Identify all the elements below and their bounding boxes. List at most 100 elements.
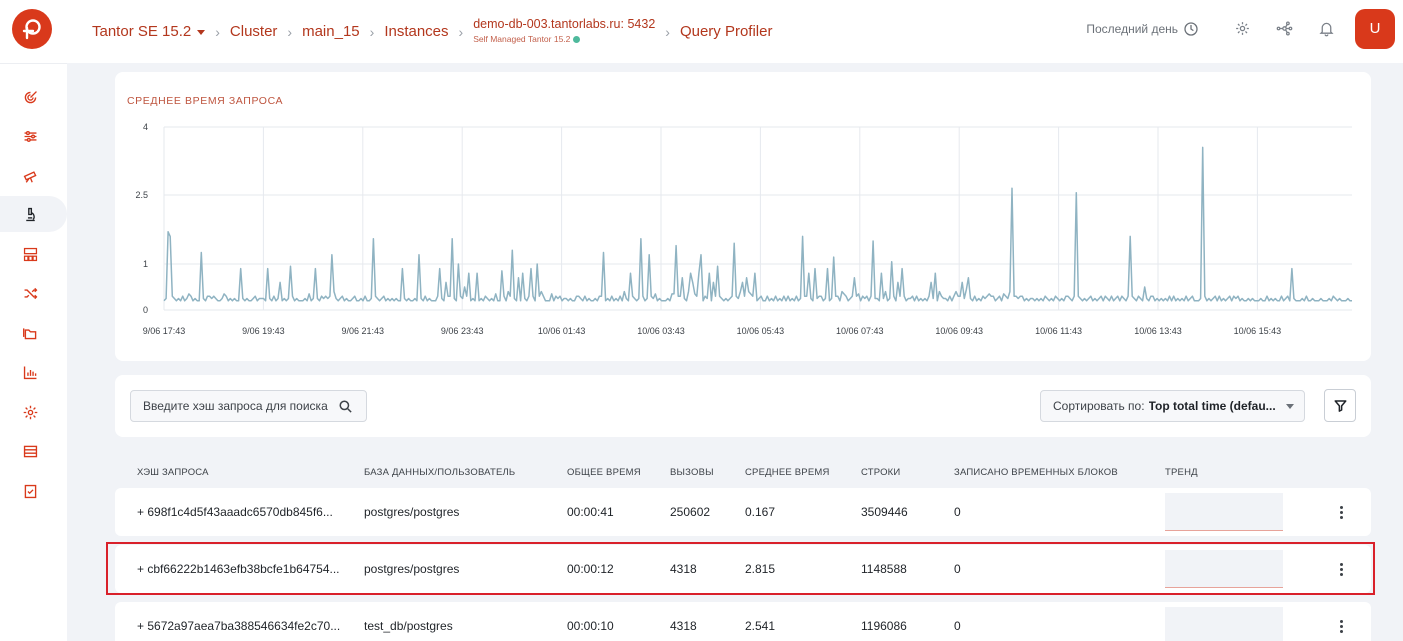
- user-avatar[interactable]: U: [1355, 8, 1395, 49]
- checklist-icon: [24, 484, 37, 498]
- table-row[interactable]: + cbf66222b1463efb38bcfe1b64754... postg…: [115, 545, 1371, 593]
- sort-value: Top total time (defau...: [1148, 399, 1276, 413]
- x-tick-label: 9/06 23:43: [441, 326, 484, 336]
- x-tick-label: 10/06 01:43: [538, 326, 586, 336]
- table-row[interactable]: + 698f1c4d5f43aaadc6570db845f6... postgr…: [115, 488, 1371, 536]
- total-time: 00:00:12: [567, 562, 614, 576]
- breadcrumb-main[interactable]: main_15: [302, 23, 360, 40]
- nav-item-settings[interactable]: [0, 118, 67, 154]
- query-hash[interactable]: + 698f1c4d5f43aaadc6570db845f6...: [137, 505, 333, 519]
- search-input[interactable]: [143, 399, 338, 413]
- nav-item-topology[interactable]: [0, 236, 67, 272]
- sort-label: Сортировать по:: [1053, 399, 1145, 413]
- gear-icon: [23, 405, 38, 419]
- x-tick-label: 10/06 15:43: [1234, 326, 1282, 336]
- calls: 250602: [670, 505, 711, 519]
- radar-icon: [24, 90, 37, 103]
- row-menu-icon[interactable]: [1330, 501, 1352, 523]
- db-user: test_db/postgres: [364, 619, 453, 633]
- rows-count: 1196086: [861, 619, 907, 633]
- table-header: ХЭШ ЗАПРОСА БАЗА ДАННЫХ/ПОЛЬЗОВАТЕЛЬ ОБЩ…: [115, 460, 1371, 486]
- y-tick-label: 1: [143, 259, 148, 269]
- bell-icon: [1318, 22, 1334, 37]
- x-tick-label: 10/06 07:43: [836, 326, 884, 336]
- nav-item-query-profiler[interactable]: [0, 196, 67, 232]
- temp-blocks: 0: [954, 562, 961, 576]
- trend-sparkline: [1165, 550, 1283, 588]
- telescope-icon: [23, 170, 37, 183]
- search-icon[interactable]: [338, 399, 353, 414]
- trend-sparkline: [1165, 493, 1283, 531]
- header-actions: Последний день U: [1086, 0, 1395, 57]
- notifications-button[interactable]: [1307, 10, 1345, 48]
- gear-icon: [1235, 22, 1249, 35]
- avg-time: 0.167: [745, 505, 776, 519]
- folders-icon: [23, 327, 37, 339]
- row-menu-icon[interactable]: [1330, 558, 1352, 580]
- row-menu-icon[interactable]: [1330, 615, 1352, 637]
- period-label: Последний день: [1086, 21, 1178, 36]
- col-db-user[interactable]: БАЗА ДАННЫХ/ПОЛЬЗОВАТЕЛЬ: [364, 467, 516, 478]
- filter-button[interactable]: [1324, 389, 1356, 422]
- avg-time: 2.541: [745, 619, 776, 633]
- y-tick-label: 4: [143, 122, 148, 132]
- period-selector[interactable]: Последний день: [1086, 21, 1199, 37]
- query-hash[interactable]: + cbf66222b1463efb38bcfe1b64754...: [137, 562, 340, 576]
- col-calls[interactable]: ВЫЗОВЫ: [670, 467, 714, 478]
- col-trend: ТРЕНД: [1165, 467, 1198, 478]
- shuffle-icon: [24, 287, 38, 299]
- nav-item-config[interactable]: [0, 394, 67, 430]
- status-ok-icon: [573, 36, 581, 44]
- query-hash[interactable]: + 5672a97aea7ba388546634fe2c70...: [137, 619, 341, 633]
- nav-item-reports[interactable]: [0, 354, 67, 390]
- breadcrumb-cluster[interactable]: Cluster: [229, 23, 278, 40]
- table-icon: [23, 445, 38, 457]
- chart-title: СРЕДНЕЕ ВРЕМЯ ЗАПРОСА: [127, 95, 284, 107]
- nav-item-files[interactable]: [0, 315, 67, 351]
- col-hash[interactable]: ХЭШ ЗАПРОСА: [137, 467, 209, 478]
- breadcrumb-separator-icon: ›: [369, 23, 375, 40]
- x-tick-label: 9/06 17:43: [143, 326, 186, 336]
- page-title: Query Profiler: [679, 23, 773, 40]
- db-user: postgres/postgres: [364, 505, 460, 519]
- nav-item-replication[interactable]: [0, 275, 67, 311]
- y-tick-label: 0: [143, 305, 148, 315]
- breadcrumb-separator-icon: ›: [665, 23, 670, 40]
- breadcrumb: Tantor SE 15.2 › Cluster › main_15 › Ins…: [92, 0, 772, 63]
- trend-sparkline: [1165, 607, 1283, 641]
- nav-item-explore[interactable]: [0, 157, 67, 193]
- calls: 4318: [670, 562, 697, 576]
- breadcrumb-separator-icon: ›: [287, 23, 293, 40]
- microscope-icon: [26, 207, 35, 221]
- breadcrumb-instances[interactable]: Instances: [384, 23, 449, 40]
- avg-time: 2.815: [745, 562, 776, 576]
- table-row[interactable]: + 5672a97aea7ba388546634fe2c70... test_d…: [115, 602, 1371, 641]
- x-tick-label: 9/06 19:43: [242, 326, 285, 336]
- breadcrumb-separator-icon: ›: [458, 23, 464, 40]
- total-time: 00:00:41: [567, 505, 614, 519]
- rows-count: 3509446: [861, 505, 908, 519]
- x-tick-label: 10/06 09:43: [935, 326, 983, 336]
- topology-button[interactable]: [1265, 10, 1303, 48]
- col-rows[interactable]: СТРОКИ: [861, 467, 901, 478]
- search-box[interactable]: [130, 390, 367, 422]
- sort-dropdown[interactable]: Сортировать по: Top total time (defau...: [1040, 390, 1305, 422]
- breadcrumb-instance[interactable]: demo-db-003.tantorlabs.ru: 5432 Self Man…: [473, 18, 655, 44]
- settings-button[interactable]: [1223, 10, 1261, 48]
- col-temp-blocks[interactable]: ЗАПИСАНО ВРЕМЕННЫХ БЛОКОВ: [954, 467, 1118, 478]
- tantor-logo[interactable]: [12, 9, 52, 49]
- x-tick-label: 10/06 05:43: [737, 326, 785, 336]
- sidebar: [0, 0, 67, 641]
- instance-host: demo-db-003.tantorlabs.ru: 5432: [473, 17, 656, 32]
- col-avg-time[interactable]: СРЕДНЕЕ ВРЕМЯ: [745, 467, 830, 478]
- col-total-time[interactable]: ОБЩЕЕ ВРЕМЯ: [567, 467, 641, 478]
- sidebar-divider: [0, 63, 67, 64]
- db-user: postgres/postgres: [364, 562, 460, 576]
- total-time: 00:00:10: [567, 619, 614, 633]
- nav-item-tasks[interactable]: [0, 473, 67, 509]
- instance-subtitle: Self Managed Tantor 15.2: [473, 34, 655, 44]
- temp-blocks: 0: [954, 619, 961, 633]
- nav-item-tables[interactable]: [0, 433, 67, 469]
- nav-item-dashboard[interactable]: [0, 79, 67, 115]
- breadcrumb-product[interactable]: Tantor SE 15.2: [92, 23, 206, 40]
